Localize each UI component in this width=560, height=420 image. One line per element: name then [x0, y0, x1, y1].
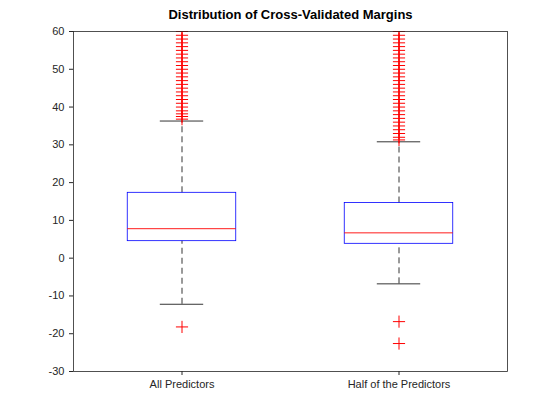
- svg-text:-20: -20: [49, 327, 65, 339]
- svg-text:0: 0: [58, 252, 64, 264]
- svg-text:-30: -30: [49, 365, 65, 377]
- svg-text:Half of the Predictors: Half of the Predictors: [348, 378, 451, 390]
- svg-text:40: 40: [52, 101, 64, 113]
- svg-text:60: 60: [52, 25, 64, 37]
- svg-text:All Predictors: All Predictors: [150, 378, 215, 390]
- svg-text:30: 30: [52, 138, 64, 150]
- svg-text:10: 10: [52, 214, 64, 226]
- svg-text:50: 50: [52, 63, 64, 75]
- svg-text:20: 20: [52, 176, 64, 188]
- svg-text:Distribution of Cross-Validate: Distribution of Cross-Validated Margins: [168, 7, 412, 22]
- svg-text:-10: -10: [49, 289, 65, 301]
